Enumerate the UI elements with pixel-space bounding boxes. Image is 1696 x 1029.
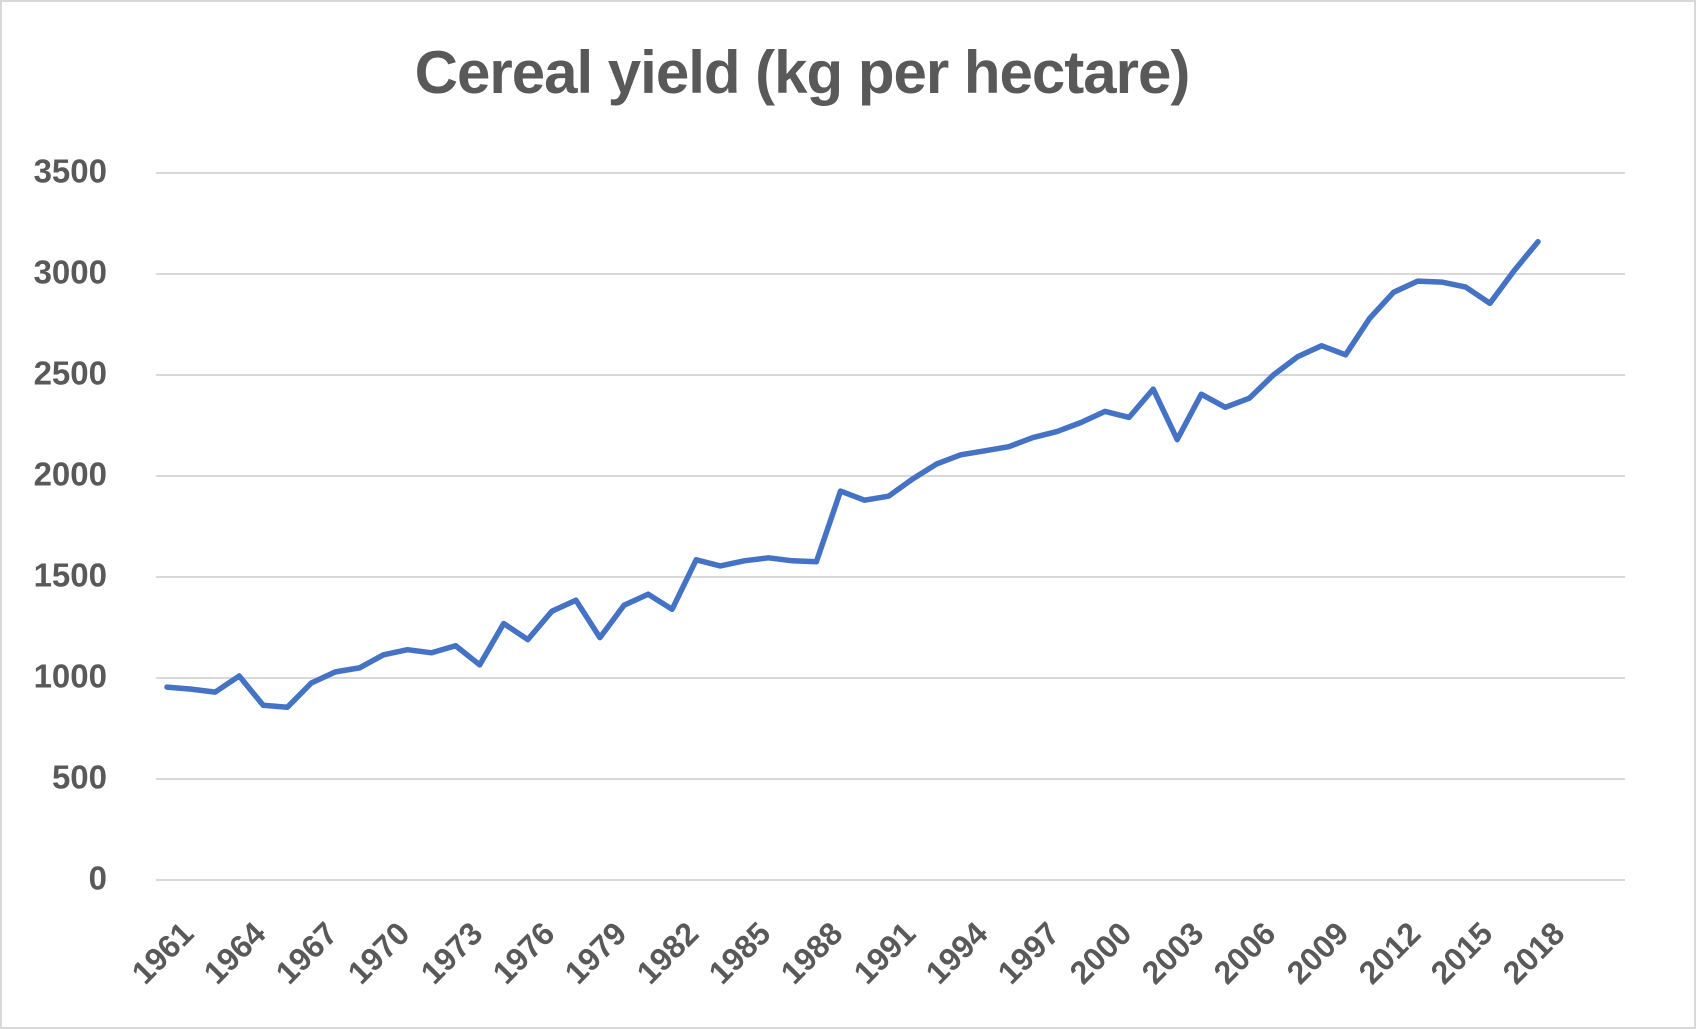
y-axis-tick-label: 1000	[33, 657, 107, 695]
y-axis-tick-label: 0	[88, 859, 107, 897]
y-axis-tick-label: 3500	[33, 152, 107, 190]
chart-title: Cereal yield (kg per hectare)	[414, 39, 1191, 106]
y-axis-tick-label: 3000	[33, 253, 107, 291]
y-axis-tick-label: 1500	[33, 556, 107, 594]
gridlines	[156, 172, 1625, 881]
y-axis-tick-label: 2500	[33, 354, 107, 392]
y-axis-tick-label: 500	[51, 758, 107, 796]
cereal-yield-line	[164, 238, 1541, 711]
y-axis-tick-label: 2000	[33, 455, 107, 493]
